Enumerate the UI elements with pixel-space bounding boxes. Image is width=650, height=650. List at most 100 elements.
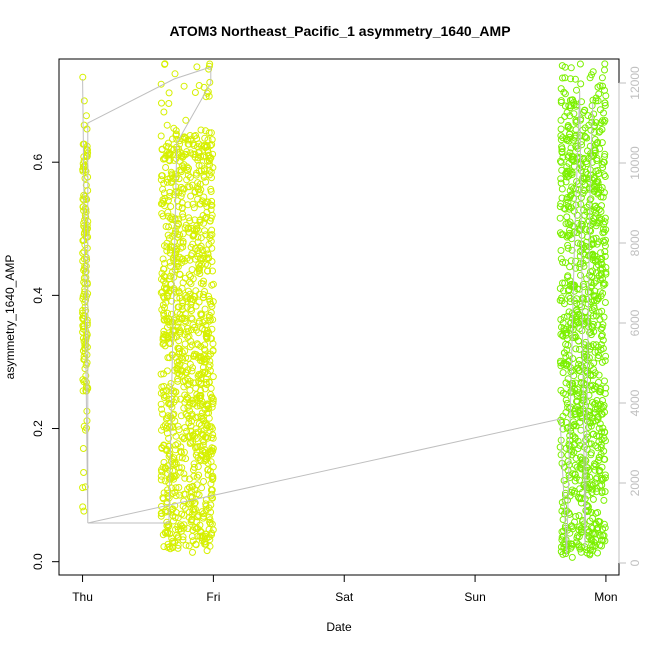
data-point (157, 476, 165, 484)
data-point (195, 420, 203, 428)
data-point (599, 164, 607, 171)
data-point (203, 213, 210, 221)
data-point (174, 534, 182, 542)
data-point (209, 476, 217, 483)
data-point (157, 370, 165, 378)
data-point (196, 456, 204, 463)
data-point (593, 432, 601, 440)
data-point (177, 447, 184, 455)
data-point (165, 223, 173, 231)
data-point (181, 274, 189, 282)
data-point (188, 483, 196, 491)
data-point (209, 346, 217, 354)
data-point (80, 338, 88, 345)
data-point (195, 329, 202, 337)
data-point (595, 378, 602, 386)
data-point (577, 80, 585, 88)
data-point (565, 292, 573, 300)
data-point (157, 289, 165, 297)
data-point (158, 405, 166, 413)
data-point (200, 219, 207, 227)
data-point (196, 443, 204, 450)
data-point (187, 427, 195, 435)
data-point (591, 348, 599, 356)
data-point (557, 255, 565, 263)
data-point (566, 492, 574, 500)
data-point (575, 512, 583, 520)
data-point (181, 314, 189, 322)
data-point (580, 481, 588, 489)
data-point (598, 307, 606, 315)
data-point (199, 153, 207, 161)
data-point (578, 222, 586, 230)
data-point (207, 508, 215, 516)
data-point (207, 206, 215, 214)
data-point (163, 243, 171, 251)
data-point (189, 482, 197, 490)
data-point (581, 106, 589, 114)
data-point (161, 528, 169, 536)
data-point (182, 134, 190, 142)
data-point (167, 508, 175, 516)
y2-tick-label: 10000 (628, 146, 642, 180)
data-point (82, 195, 90, 203)
data-point (586, 517, 594, 525)
data-point (563, 362, 571, 370)
data-point (601, 471, 609, 479)
data-point (596, 276, 604, 284)
data-point (159, 340, 167, 348)
y-tick-label: 0.0 (31, 553, 45, 570)
data-point (595, 424, 603, 432)
data-point (194, 372, 202, 380)
data-point (590, 462, 598, 470)
data-point (576, 227, 584, 234)
data-point (187, 438, 195, 446)
data-point (172, 492, 180, 500)
data-point (572, 264, 580, 272)
data-point (573, 190, 581, 198)
data-point (564, 241, 572, 249)
data-point (601, 99, 609, 107)
data-point (80, 325, 87, 333)
data-point (589, 524, 596, 532)
data-point (178, 454, 186, 462)
data-point (206, 520, 214, 528)
data-point (568, 246, 576, 254)
data-point (193, 169, 200, 177)
data-point (556, 285, 564, 292)
data-point (563, 136, 571, 144)
data-point (204, 466, 212, 474)
y-tick-label: 0.6 (31, 154, 45, 171)
data-point (568, 156, 576, 164)
data-point (592, 442, 600, 450)
x-tick-label: Fri (206, 590, 220, 604)
data-point (185, 401, 193, 409)
data-point (203, 547, 211, 555)
data-point (583, 549, 591, 557)
data-point (167, 400, 174, 408)
data-point (579, 280, 587, 288)
data-point (189, 200, 197, 208)
data-point (191, 323, 198, 331)
data-point (191, 226, 198, 234)
data-point (594, 413, 602, 421)
data-point (198, 162, 206, 170)
data-point (186, 360, 194, 368)
data-point (565, 102, 573, 110)
data-point (592, 119, 600, 127)
data-point (567, 192, 574, 200)
y-axis-right: 0 2000 4000 6000 8000 10000 12000 (618, 66, 642, 566)
data-point (170, 454, 178, 462)
data-point (170, 124, 178, 132)
data-point (159, 185, 167, 193)
data-point (191, 153, 199, 161)
data-point (572, 345, 580, 353)
data-point (164, 175, 172, 183)
data-point (161, 154, 168, 162)
data-point (193, 473, 201, 481)
data-point (563, 213, 571, 221)
data-point (594, 177, 602, 185)
data-point (595, 467, 603, 475)
data-point (594, 261, 602, 269)
data-point (195, 290, 203, 298)
